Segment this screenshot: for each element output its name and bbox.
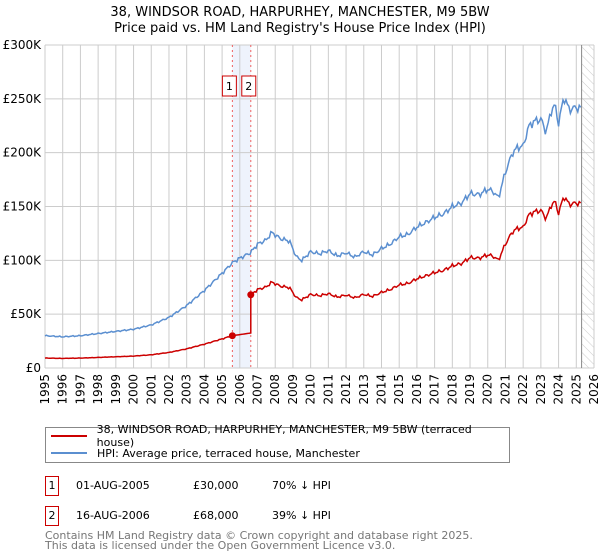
sale-marker-label: 2 (245, 80, 252, 93)
footer-licence: This data is licensed under the Open Gov… (45, 539, 396, 552)
x-tick-label: 2015 (392, 374, 406, 405)
x-tick-label: 2026 (587, 374, 600, 405)
x-tick-label: 2008 (268, 374, 282, 405)
y-tick-label: £100K (3, 253, 43, 267)
x-tick-label: 2000 (127, 374, 141, 405)
sale-marker-box (221, 75, 237, 97)
x-tick-label: 2013 (357, 374, 371, 405)
legend-swatch-hpi (51, 452, 87, 454)
x-tick-label: 2020 (481, 374, 495, 405)
y-tick-label: £150K (3, 200, 43, 214)
x-tick-label: 1998 (91, 374, 105, 405)
x-tick-label: 2003 (180, 374, 194, 405)
y-tick-label: £50K (10, 307, 42, 321)
y-tick-label: £300K (3, 38, 43, 52)
x-tick-label: 2006 (233, 374, 247, 405)
x-tick-label: 2024 (552, 374, 566, 405)
x-tick-label: 2016 (410, 374, 424, 405)
legend: 38, WINDSOR ROAD, HARPURHEY, MANCHESTER,… (45, 423, 510, 463)
legend-label-hpi: HPI: Average price, terraced house, Manc… (97, 446, 360, 460)
x-tick-label: 1999 (109, 374, 123, 405)
x-tick-label: 2004 (197, 374, 211, 405)
x-tick-label: 2001 (144, 374, 158, 405)
sale-date: 01-AUG-2005 (76, 479, 150, 492)
sale-marker-badge: 2 (45, 506, 59, 526)
y-tick-label: £0 (26, 361, 41, 375)
x-tick-label: 2022 (516, 374, 530, 405)
footer-copyright: Contains HM Land Registry data © Crown c… (45, 529, 473, 542)
sale-price: £30,000 (193, 479, 239, 492)
x-tick-label: 1997 (73, 374, 87, 405)
x-tick-label: 2017 (428, 374, 442, 405)
legend-item-property: 38, WINDSOR ROAD, HARPURHEY, MANCHESTER,… (51, 423, 509, 449)
x-tick-label: 1996 (56, 374, 70, 405)
sale-point (228, 332, 236, 340)
sale-marker-box (241, 75, 257, 97)
x-tick-label: 2012 (339, 374, 353, 405)
sale-date: 16-AUG-2006 (76, 509, 150, 522)
property-price-line (44, 196, 582, 360)
x-tick-label: 2021 (498, 374, 512, 405)
legend-item-hpi: HPI: Average price, terraced house, Manc… (51, 445, 360, 461)
x-tick-label: 2009 (286, 374, 300, 405)
x-tick-label: 2018 (445, 374, 459, 405)
x-tick-label: 2023 (534, 374, 548, 405)
x-tick-label: 2019 (463, 374, 477, 405)
y-tick-label: £250K (3, 92, 43, 106)
sale-marker-label: 1 (226, 80, 233, 93)
x-tick-label: 2002 (162, 374, 176, 405)
footer: Contains HM Land Registry data © Crown c… (45, 529, 473, 552)
price-chart: 1995 1996 1997 1998 1999 2000 2001 2002 2003 2004… (3, 38, 600, 405)
sale-marker-badge: 1 (45, 476, 59, 496)
x-tick-label: 2025 (569, 374, 583, 405)
legend-label-property: 38, WINDSOR ROAD, HARPURHEY, MANCHESTER,… (96, 423, 472, 449)
legend-swatch-property (51, 435, 87, 437)
x-tick-label: 2007 (251, 374, 265, 405)
x-tick-label: 2005 (215, 374, 229, 405)
x-tick-label: 2011 (321, 374, 335, 405)
chart-subtitle: Price paid vs. HM Land Registry's House … (114, 21, 486, 36)
y-tick-label: £200K (3, 146, 43, 160)
x-tick-label: 2010 (304, 374, 318, 405)
sale-hpi-diff: 39% ↓ HPI (272, 509, 331, 522)
x-tick-label: 1995 (38, 374, 52, 405)
x-tick-label: 2014 (374, 374, 388, 405)
chart-title: 38, WINDSOR ROAD, HARPURHEY, MANCHESTER,… (110, 5, 490, 20)
sale-point (247, 291, 255, 299)
sale-hpi-diff: 70% ↓ HPI (272, 479, 331, 492)
hpi-line (44, 97, 582, 338)
sale-price: £68,000 (193, 509, 239, 522)
